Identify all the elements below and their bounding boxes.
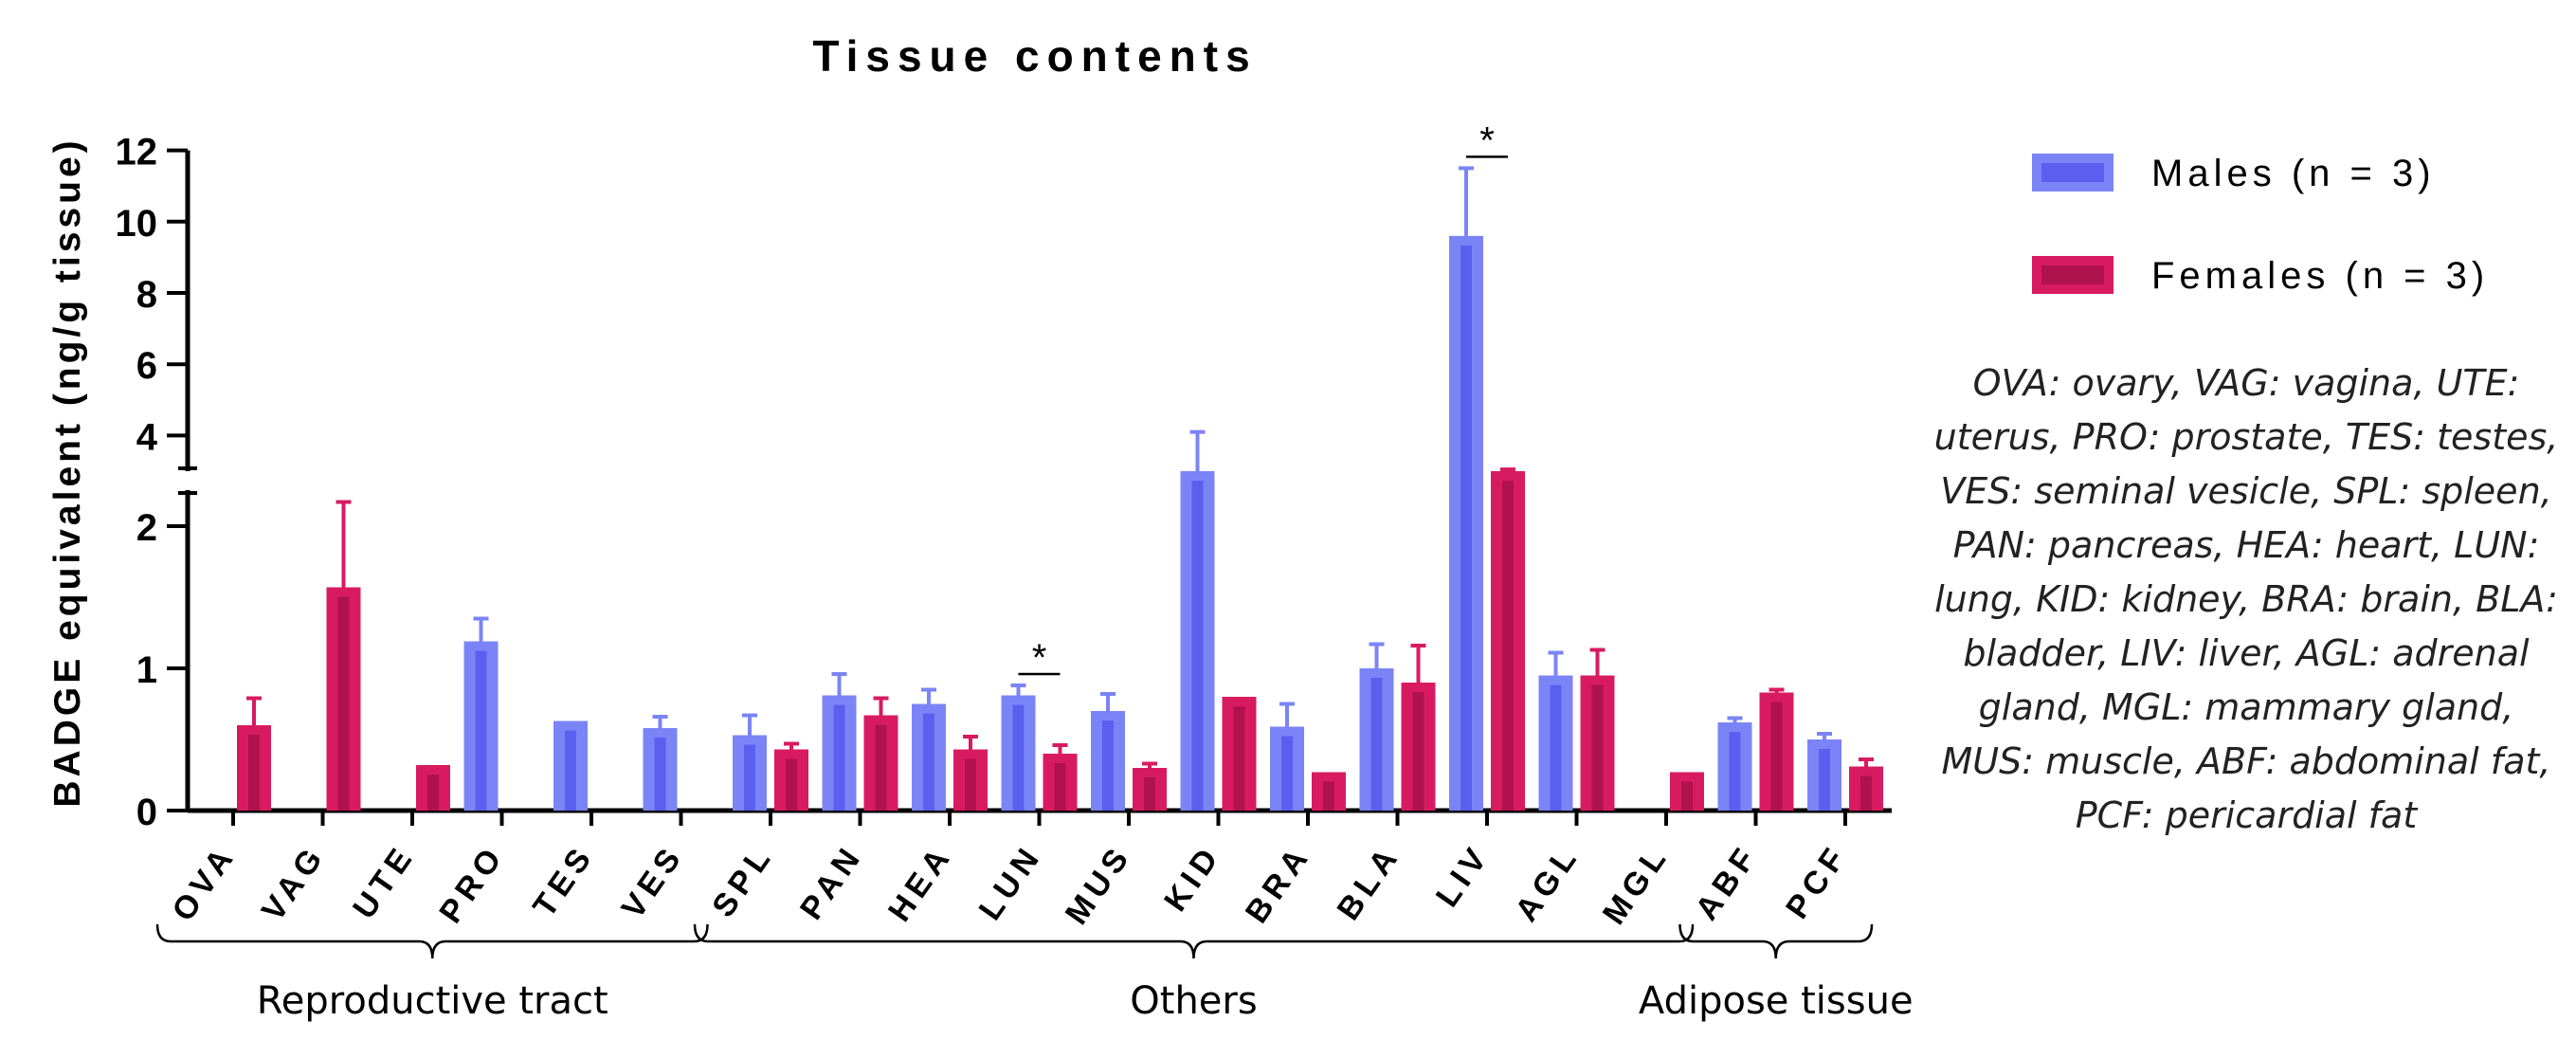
bar-inner-shade	[1502, 481, 1514, 811]
bar-inner-shade	[475, 650, 487, 811]
bar-inner-shade	[1729, 732, 1741, 811]
x-tick-label: BLA	[1331, 838, 1408, 927]
bar-inner-shade	[337, 596, 350, 811]
bar-inner-shade	[1102, 721, 1114, 811]
x-tick-label: VES	[615, 838, 691, 925]
x-tick-label: MGL	[1596, 838, 1677, 931]
significance-asterisk: *	[1032, 637, 1047, 679]
bar-inner-shade	[1370, 678, 1383, 811]
bar-inner-shade	[1012, 704, 1025, 811]
bar-inner-shade	[875, 724, 887, 811]
y-tick-label: 2	[136, 507, 157, 549]
y-tick-label: 6	[136, 345, 157, 387]
group-brace	[1678, 923, 1874, 959]
legend-label: Males (n = 3)	[2151, 153, 2436, 194]
bar-inner-shade	[1460, 245, 1472, 812]
legend-label: Females (n = 3)	[2151, 255, 2489, 297]
x-tick-label: OVA	[165, 838, 243, 928]
x-tick-label: PAN	[793, 838, 870, 926]
y-tick-label: 0	[136, 792, 157, 833]
x-tick-label: KID	[1157, 838, 1228, 919]
bar-inner-shade	[1550, 684, 1562, 811]
bar-inner-shade	[1191, 481, 1204, 811]
y-tick-label: 8	[136, 274, 157, 316]
bar-inner-shade	[1819, 749, 1830, 811]
legend-swatch-inner	[2041, 163, 2104, 182]
abbreviations-note: OVA: ovary, VAG: vagina, UTE: uterus, PR…	[1933, 362, 2559, 836]
y-tick-label: 1	[136, 649, 157, 691]
x-tick-label: TES	[526, 838, 601, 924]
bar-inner-shade	[1281, 736, 1293, 811]
bar-inner-shade	[1412, 692, 1424, 811]
y-tick-label: 4	[136, 416, 158, 458]
significance-asterisk: *	[1479, 119, 1495, 161]
bar-inner-shade	[786, 758, 797, 811]
bar-inner-shade	[248, 735, 260, 811]
bar-inner-shade	[1233, 706, 1245, 811]
y-tick-label: 10	[116, 203, 158, 245]
x-tick-label: VAG	[255, 838, 333, 928]
group-label: Others	[1130, 979, 1257, 1023]
bar-inner-shade	[427, 775, 439, 811]
bar-inner-shade	[744, 744, 755, 811]
y-axis-label: BADGE equivalent (ng/g tissue)	[47, 137, 88, 807]
x-tick-label: PCF	[1779, 838, 1855, 925]
bar-inner-shade	[1681, 781, 1693, 811]
x-tick-label: PRO	[432, 838, 512, 930]
bar-inner-shade	[965, 758, 976, 811]
group-brace	[155, 923, 709, 959]
group-brace	[693, 923, 1695, 959]
x-tick-label: SPL	[705, 838, 780, 924]
x-tick-label: UTE	[346, 838, 422, 925]
x-tick-label: MUS	[1059, 838, 1139, 931]
x-tick-label: LUN	[972, 838, 1050, 927]
group-label: Reproductive tract	[257, 979, 608, 1023]
x-tick-label: LIV	[1429, 838, 1497, 914]
bar-inner-shade	[1144, 777, 1155, 811]
bar-inner-shade	[1860, 775, 1872, 811]
x-tick-label: AGL	[1508, 838, 1587, 928]
bar-inner-shade	[833, 704, 845, 811]
x-tick-label: BRA	[1239, 838, 1318, 930]
bar-inner-shade	[1770, 702, 1783, 811]
bar-inner-shade	[654, 738, 666, 811]
bar-inner-shade	[923, 713, 934, 811]
y-tick-label: 12	[116, 132, 158, 173]
x-tick-label: HEA	[881, 838, 960, 928]
bar-inner-shade	[1054, 763, 1066, 811]
chart-title: Tissue contents	[812, 31, 1257, 81]
x-tick-label: ABF	[1689, 838, 1767, 927]
bar-inner-shade	[1591, 684, 1604, 811]
legend-swatch-inner	[2041, 265, 2104, 284]
group-label: Adipose tissue	[1639, 979, 1914, 1023]
bar-inner-shade	[1323, 781, 1334, 811]
bar-inner-shade	[565, 730, 576, 811]
